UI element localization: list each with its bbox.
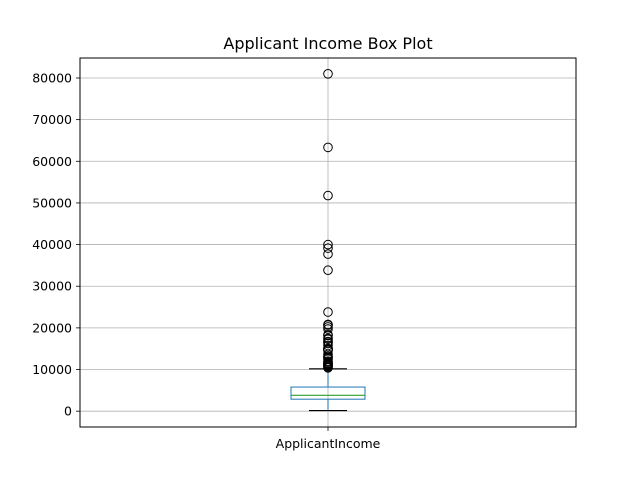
y-tick-label: 50000 bbox=[32, 195, 72, 210]
y-tick-label: 80000 bbox=[32, 70, 72, 85]
iqr-box bbox=[290, 386, 366, 400]
y-tick-label: 0 bbox=[64, 404, 72, 419]
outlier-point bbox=[323, 69, 333, 79]
outlier-point bbox=[323, 239, 333, 250]
outlier-point bbox=[323, 363, 333, 373]
outlier-point bbox=[323, 330, 333, 341]
outlier-point bbox=[323, 334, 333, 345]
outlier-point bbox=[323, 307, 333, 317]
x-tick-label: ApplicantIncome bbox=[276, 436, 381, 451]
y-tick-label: 30000 bbox=[32, 279, 72, 294]
chart-title: Applicant Income Box Plot bbox=[223, 34, 432, 53]
outlier-point bbox=[323, 324, 333, 334]
outlier-point bbox=[323, 265, 333, 276]
y-tick-label: 20000 bbox=[32, 320, 72, 335]
y-tick-label: 40000 bbox=[32, 237, 72, 252]
outlier-point bbox=[323, 190, 333, 201]
y-tick-label: 60000 bbox=[32, 154, 72, 169]
y-tick-label: 70000 bbox=[32, 112, 72, 127]
outlier-point bbox=[323, 243, 333, 253]
x-axis-ticks: ApplicantIncome bbox=[276, 427, 381, 451]
outlier-point bbox=[323, 249, 333, 259]
outlier-point bbox=[323, 142, 333, 153]
y-tick-label: 10000 bbox=[32, 362, 72, 377]
outlier-points bbox=[323, 69, 333, 373]
y-axis-ticks: 0 10000 20000 30000 40000 50000 60000 70000 8000… bbox=[32, 70, 80, 419]
